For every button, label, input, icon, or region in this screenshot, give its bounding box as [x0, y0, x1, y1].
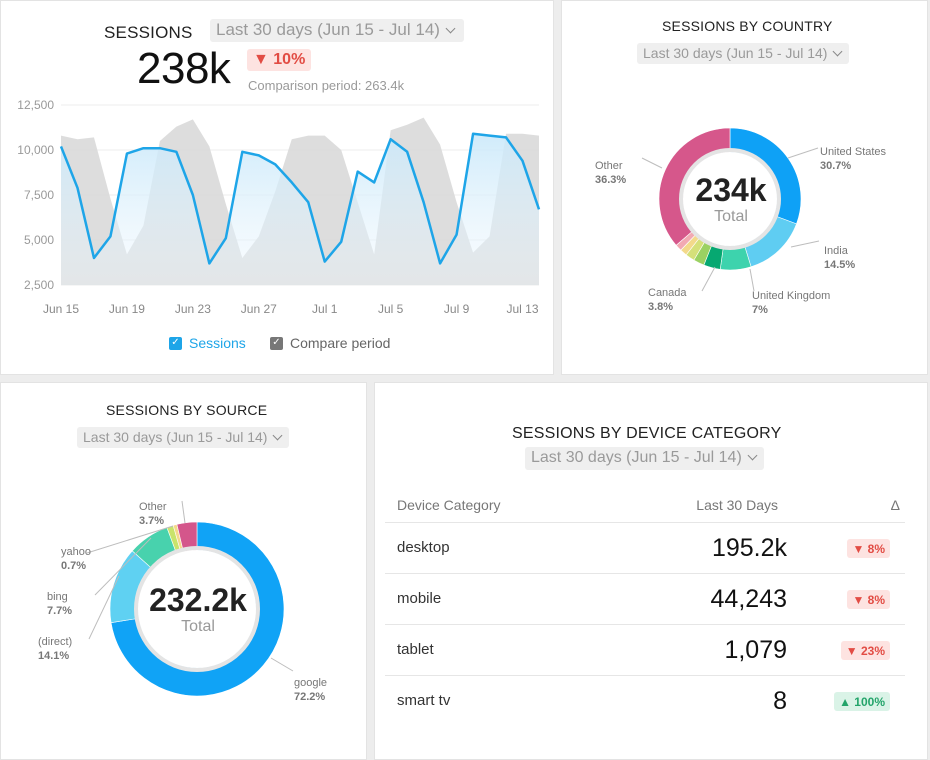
label-leader-line [790, 240, 820, 248]
donut-inner-ring [134, 546, 260, 672]
y-tick-label: 2,500 [24, 278, 54, 292]
label-leader-line [181, 500, 186, 524]
x-tick-label: Jun 27 [241, 302, 277, 316]
row-device-value: 195.2k [711, 534, 787, 562]
row-delta-badge: ▼ 23% [840, 641, 890, 660]
table-row: desktop 195.2k ▼ 8% [385, 523, 905, 574]
header-delta[interactable]: Δ [890, 497, 900, 513]
country-total: 234k [695, 172, 767, 208]
country-label-canada: Canada 3.8% [648, 287, 687, 313]
sessions-card: SESSIONS Last 30 days (Jun 15 - Jul 14) … [0, 0, 554, 375]
row-delta-badge: ▼ 8% [847, 539, 890, 558]
row-device-name: smart tv [397, 692, 451, 709]
source-label-direct: (direct) 14.1% [38, 636, 73, 662]
table-row: smart tv 8 ▲ 100% [385, 676, 905, 727]
country-date-range-dropdown[interactable]: Last 30 days (Jun 15 - Jul 14) [637, 43, 850, 64]
legend-compare-label: Compare period [290, 335, 391, 351]
sessions-title: SESSIONS [104, 23, 193, 42]
label-leader-line [701, 266, 716, 292]
sessions-comparison: Comparison period: 263.4k [248, 78, 405, 93]
country-donut-center: 234k Total [672, 173, 790, 227]
y-tick-label: 7,500 [24, 188, 54, 202]
x-tick-label: Jul 5 [378, 302, 404, 316]
source-label-other: Other 3.7% [139, 501, 167, 527]
country-donut-chart [641, 127, 820, 292]
source-donut-center: 232.2k Total [138, 583, 258, 637]
country-label-india: India 14.5% [824, 245, 856, 271]
source-donut-chart [86, 500, 294, 697]
table-row: tablet 1,079 ▼ 23% [385, 625, 905, 676]
y-tick-label: 10,000 [17, 143, 54, 157]
source-total-label: Total [181, 618, 215, 635]
label-leader-line [787, 147, 819, 159]
sessions-date-range-dropdown[interactable]: Last 30 days (Jun 15 - Jul 14) [210, 19, 464, 42]
device-title: SESSIONS BY DEVICE CATEGORY [512, 425, 782, 442]
source-label-bing: bing 7.7% [47, 591, 73, 617]
legend-sessions[interactable]: ✓ Sessions [169, 335, 246, 351]
country-title: SESSIONS BY COUNTRY [662, 18, 833, 34]
country-label-us: United States 30.7% [820, 146, 887, 172]
source-date-range-label: Last 30 days (Jun 15 - Jul 14) [83, 429, 268, 445]
row-device-value: 1,079 [724, 636, 787, 664]
x-tick-label: Jul 9 [444, 302, 470, 316]
donut-inner-ring [679, 148, 781, 250]
row-delta-badge: ▲ 100% [834, 692, 890, 711]
y-tick-label: 12,500 [17, 98, 54, 112]
device-date-range-label: Last 30 days (Jun 15 - Jul 14) [531, 449, 742, 466]
row-delta-badge: ▼ 8% [847, 590, 890, 609]
country-date-range-label: Last 30 days (Jun 15 - Jul 14) [643, 45, 828, 61]
source-total: 232.2k [149, 582, 247, 618]
sessions-area-chart: 2,500 5,000 7,500 10,000 12,500 Jun 15 Jun 19 J… [17, 98, 541, 316]
checkbox-checked-icon: ✓ [169, 336, 182, 350]
header-device-category[interactable]: Device Category [397, 497, 501, 513]
row-device-value: 8 [773, 687, 787, 715]
legend-compare-period[interactable]: ✓ Compare period [270, 335, 390, 351]
source-date-range-dropdown[interactable]: Last 30 days (Jun 15 - Jul 14) [77, 427, 290, 448]
row-device-value: 44,243 [710, 585, 787, 613]
header-last-30-days[interactable]: Last 30 Days [696, 497, 778, 513]
source-title: SESSIONS BY SOURCE [106, 402, 268, 418]
x-tick-label: Jul 13 [507, 302, 539, 316]
legend-sessions-label: Sessions [189, 335, 246, 351]
x-tick-label: Jun 23 [175, 302, 211, 316]
table-row: mobile 44,243 ▼ 8% [385, 574, 905, 625]
label-leader-line [270, 657, 294, 672]
label-leader-line [88, 575, 120, 640]
series-sessions-area [61, 133, 539, 285]
device-card: SESSIONS BY DEVICE CATEGORY Last 30 days… [374, 382, 928, 760]
label-leader-line [641, 157, 663, 169]
row-device-name: mobile [397, 590, 442, 607]
donut-slice-other [658, 127, 731, 246]
sessions-delta-badge: ▼ 10% [247, 49, 312, 71]
row-device-name: tablet [397, 641, 434, 658]
sessions-total: 238k [137, 44, 231, 93]
series-sessions-line [59, 132, 541, 265]
x-tick-label: Jun 19 [109, 302, 145, 316]
country-label-uk: United Kingdom 7% [752, 290, 831, 316]
row-device-name: desktop [397, 539, 450, 556]
checkbox-checked-icon: ✓ [270, 336, 283, 350]
device-table: Device Category Last 30 Days Δ desktop 1… [385, 493, 905, 727]
y-tick-label: 5,000 [24, 233, 54, 247]
source-label-google: google 72.2% [294, 677, 328, 703]
label-leader-line [86, 525, 174, 554]
x-tick-label: Jul 1 [312, 302, 338, 316]
country-card: SESSIONS BY COUNTRY Last 30 days (Jun 15… [561, 0, 928, 375]
source-card: SESSIONS BY SOURCE Last 30 days (Jun 15 … [0, 382, 367, 760]
sessions-date-range-label: Last 30 days (Jun 15 - Jul 14) [216, 20, 440, 39]
country-label-other: Other 36.3% [595, 160, 627, 186]
label-leader-line [749, 268, 755, 292]
source-label-yahoo: yahoo 0.7% [61, 546, 91, 572]
device-date-range-dropdown[interactable]: Last 30 days (Jun 15 - Jul 14) [525, 447, 764, 470]
chevron-down-icon [747, 450, 758, 461]
label-leader-line [94, 537, 152, 596]
table-header-row: Device Category Last 30 Days Δ [385, 493, 905, 523]
x-tick-label: Jun 15 [43, 302, 79, 316]
country-total-label: Total [714, 208, 748, 225]
